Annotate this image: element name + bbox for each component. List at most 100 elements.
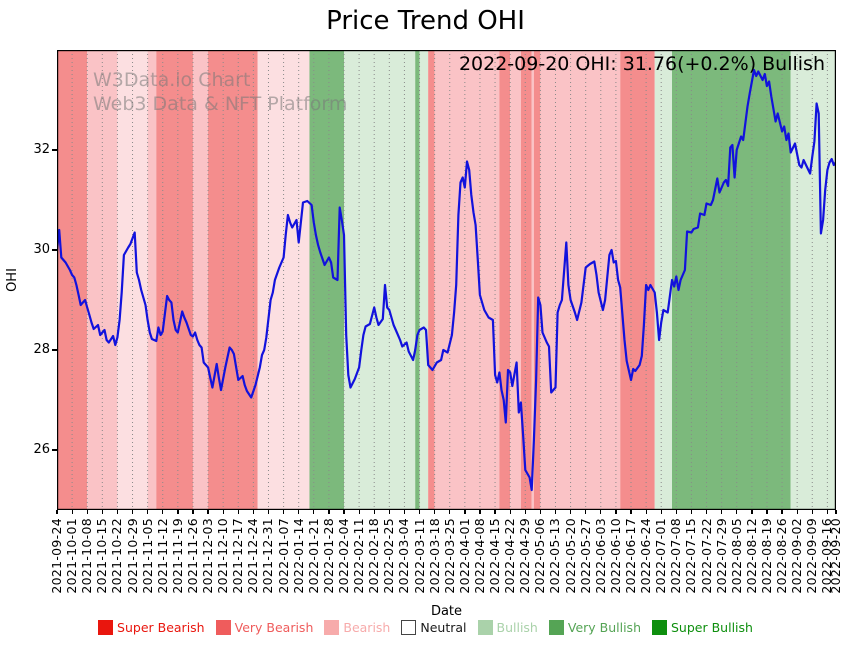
sentiment-band-bullish bbox=[654, 50, 672, 510]
x-tick-label: 2021-12-03 bbox=[200, 518, 216, 594]
x-tick-label: 2021-10-01 bbox=[64, 518, 80, 594]
x-tick-label: 2022-04-01 bbox=[456, 518, 472, 594]
sentiment-band-bearish bbox=[434, 50, 500, 510]
y-tick-mark bbox=[52, 149, 57, 151]
x-tick-mark bbox=[147, 510, 149, 514]
legend-label: Super Bearish bbox=[117, 620, 205, 635]
x-tick-label: 2022-02-25 bbox=[381, 518, 397, 594]
x-tick-mark bbox=[690, 510, 693, 514]
sentiment-band-very_bearish bbox=[156, 50, 193, 510]
x-tick-mark bbox=[796, 510, 798, 514]
sentiment-band-very_bearish bbox=[620, 50, 655, 510]
x-tick-label: 2022-01-14 bbox=[290, 518, 306, 594]
legend-swatch-icon bbox=[324, 620, 340, 635]
x-tick-mark bbox=[71, 510, 73, 514]
x-tick-label: 2022-07-22 bbox=[698, 518, 714, 594]
x-tick-label: 2022-06-03 bbox=[592, 518, 608, 594]
legend-swatch-icon bbox=[477, 620, 493, 635]
x-tick-mark bbox=[434, 510, 436, 514]
x-tick-mark bbox=[449, 510, 451, 514]
x-tick-label: 2021-12-24 bbox=[245, 518, 261, 594]
x-tick-label: 2022-08-12 bbox=[743, 518, 759, 594]
sentiment-band-bullish bbox=[790, 50, 836, 510]
x-tick-mark bbox=[86, 510, 88, 514]
x-tick-mark bbox=[494, 510, 496, 514]
x-tick-mark bbox=[569, 510, 572, 514]
legend-label: Bearish bbox=[343, 620, 391, 635]
legend-label: Very Bearish bbox=[234, 620, 314, 635]
x-tick-label: 2022-07-29 bbox=[713, 518, 729, 594]
x-tick-label: 2022-03-04 bbox=[396, 518, 412, 594]
x-tick-label: 2021-10-15 bbox=[94, 518, 110, 594]
x-tick-mark bbox=[464, 510, 466, 514]
x-tick-mark bbox=[222, 510, 224, 514]
sentiment-band-very_bullish bbox=[672, 50, 791, 510]
legend-swatch-icon bbox=[215, 620, 231, 635]
x-tick-label: 2021-09-24 bbox=[49, 518, 64, 594]
x-tick-mark bbox=[479, 510, 481, 514]
x-tick-label: 2022-08-19 bbox=[758, 518, 774, 594]
chart-title: Price Trend OHI bbox=[326, 6, 525, 36]
x-tick-mark bbox=[811, 510, 813, 514]
x-tick-label: 2021-10-22 bbox=[109, 518, 125, 594]
x-tick-mark bbox=[751, 510, 753, 514]
x-tick-mark bbox=[373, 510, 375, 514]
sentiment-band-very_bullish bbox=[309, 50, 344, 510]
x-tick-mark bbox=[237, 510, 239, 514]
x-tick-label: 2022-06-24 bbox=[638, 518, 654, 594]
x-tick-label: 2022-03-25 bbox=[441, 518, 457, 594]
sentiment-band-very_bearish bbox=[533, 50, 541, 510]
legend-item-bullish: Bullish bbox=[477, 620, 538, 635]
x-tick-mark bbox=[56, 510, 58, 514]
x-tick-label: 2022-07-15 bbox=[683, 518, 699, 594]
x-tick-mark bbox=[358, 510, 360, 514]
x-tick-label: 2022-05-20 bbox=[562, 518, 578, 594]
x-tick-label: 2022-04-29 bbox=[517, 518, 533, 594]
y-tick-mark bbox=[52, 249, 57, 251]
legend-label: Neutral bbox=[420, 620, 467, 635]
x-tick-mark bbox=[252, 510, 255, 514]
x-tick-mark bbox=[177, 510, 179, 514]
legend-label: Very Bullish bbox=[567, 620, 641, 635]
x-tick-mark bbox=[101, 510, 103, 514]
x-tick-mark bbox=[328, 510, 330, 514]
x-tick-label: 2022-01-07 bbox=[275, 518, 291, 594]
x-tick-mark bbox=[192, 510, 194, 514]
x-tick-mark bbox=[554, 510, 557, 514]
sentiment-band-very_bearish bbox=[428, 50, 435, 510]
x-tick-label: 2022-02-18 bbox=[366, 518, 382, 594]
sentiment-band-bearish bbox=[540, 50, 621, 510]
y-tick-label: 32 bbox=[33, 142, 50, 157]
sentiment-band-bearish bbox=[87, 50, 118, 510]
x-tick-label: 2022-06-10 bbox=[607, 518, 623, 594]
x-tick-label: 2022-03-18 bbox=[426, 518, 442, 594]
legend-swatch-icon bbox=[401, 620, 417, 635]
sentiment-band-very_bullish bbox=[415, 50, 420, 510]
x-tick-mark bbox=[524, 510, 526, 514]
x-tick-mark bbox=[343, 510, 345, 514]
legend-item-very-bearish: Very Bearish bbox=[215, 620, 314, 635]
sentiment-band-bearish bbox=[510, 50, 521, 510]
x-tick-label: 2021-12-31 bbox=[260, 518, 276, 594]
price-line bbox=[57, 68, 836, 492]
x-tick-label: 2022-07-08 bbox=[668, 518, 684, 594]
x-tick-mark bbox=[660, 510, 662, 514]
legend-label: Super Bullish bbox=[671, 620, 753, 635]
x-tick-label: 2021-11-05 bbox=[139, 518, 155, 594]
sentiment-band-very_bearish bbox=[57, 50, 88, 510]
x-tick-mark bbox=[539, 510, 542, 514]
x-tick-label: 2022-05-27 bbox=[577, 518, 593, 594]
sentiment-band-bullish bbox=[344, 50, 416, 510]
legend-item-bearish: Bearish bbox=[324, 620, 390, 635]
x-tick-label: 2022-07-01 bbox=[653, 518, 669, 594]
x-tick-mark bbox=[298, 510, 300, 514]
x-tick-mark bbox=[403, 510, 406, 514]
x-tick-label: 2021-11-12 bbox=[154, 518, 170, 594]
x-tick-label: 2022-09-02 bbox=[789, 518, 805, 594]
x-tick-label: 2022-09-09 bbox=[804, 518, 820, 594]
x-tick-mark bbox=[736, 510, 738, 514]
sentiment-band-very_bearish bbox=[499, 50, 511, 510]
x-tick-label: 2022-02-04 bbox=[336, 518, 351, 594]
x-tick-label: 2022-02-11 bbox=[351, 518, 367, 594]
